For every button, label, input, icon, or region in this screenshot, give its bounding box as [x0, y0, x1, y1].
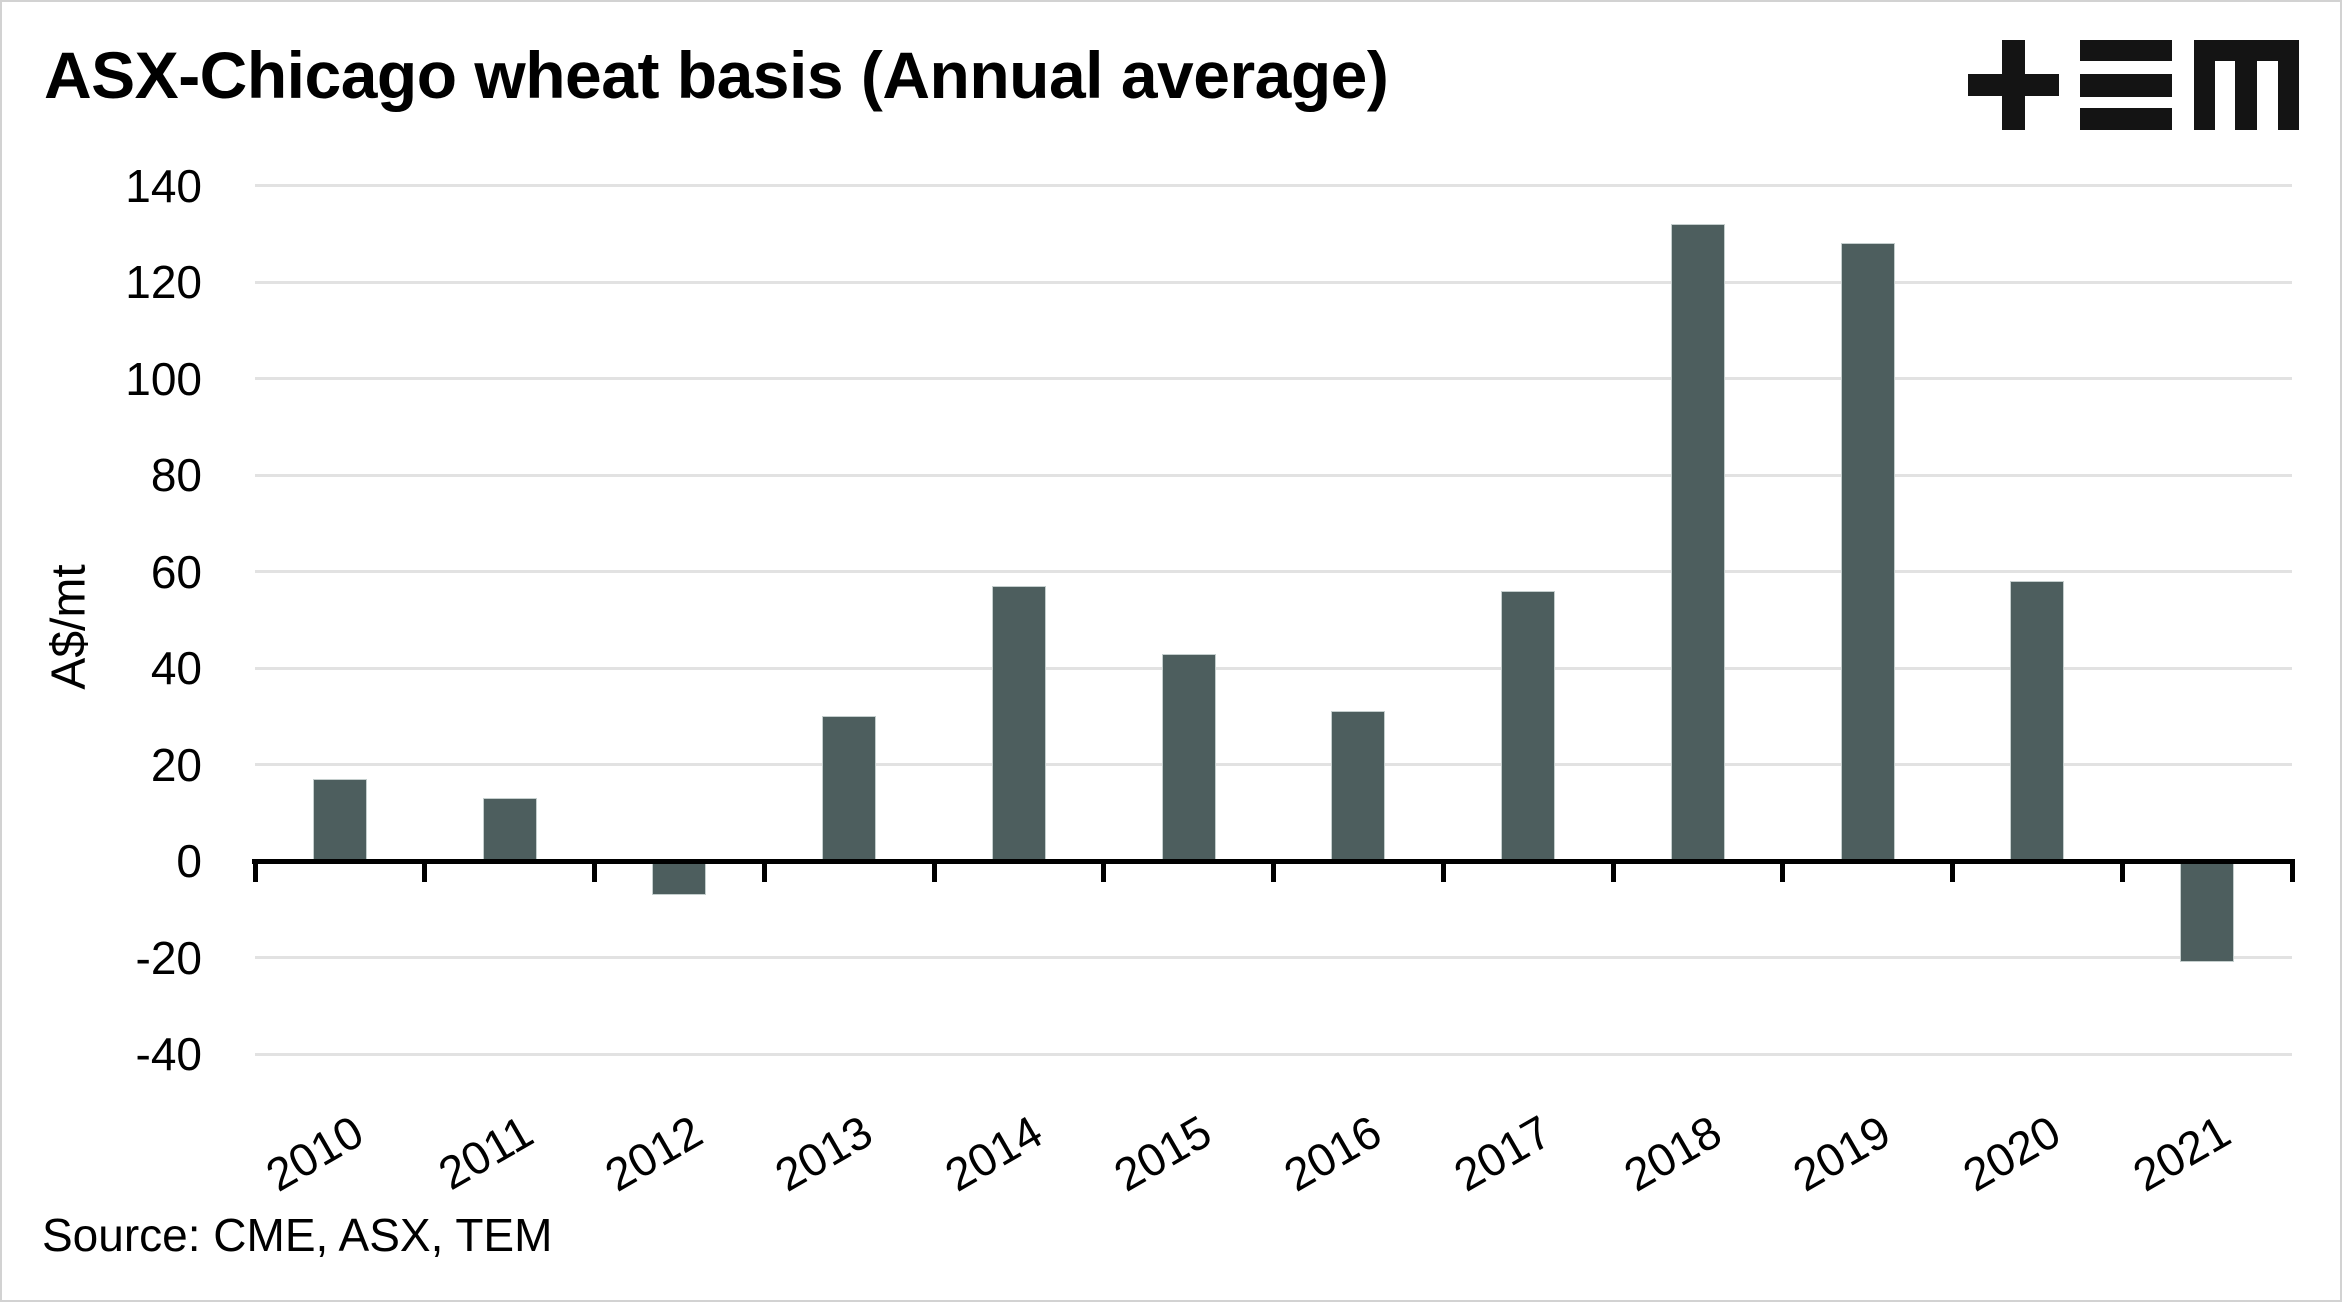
x-axis-tick — [1610, 858, 1616, 882]
x-axis-tick — [1950, 858, 1955, 882]
y-tick-label-100: 100 — [125, 352, 202, 405]
y-axis-title: A$/mt — [42, 564, 96, 690]
x-axis-tick — [761, 858, 767, 882]
gridline--20 — [255, 956, 2292, 959]
y-tick-label-60: 60 — [150, 545, 202, 598]
x-tick-label-2013: 2013 — [765, 1105, 881, 1202]
x-tick-label-2015: 2015 — [1105, 1105, 1221, 1202]
bar-2013 — [822, 716, 877, 861]
y-tick-label-120: 120 — [125, 256, 202, 308]
bar-2012 — [652, 861, 707, 895]
x-axis-tick — [1101, 858, 1107, 882]
x-axis-tick — [252, 858, 258, 882]
bar-2020 — [2010, 581, 2065, 861]
bar-2016 — [1331, 711, 1386, 861]
y-tick-label-20: 20 — [150, 738, 202, 791]
bar-2014 — [991, 585, 1046, 861]
bar-2018 — [1670, 224, 1725, 861]
source-note: Source: CME, ASX, TEM — [42, 1209, 553, 1261]
x-axis-tick — [1780, 858, 1786, 882]
y-tick-label-40: 40 — [150, 642, 202, 694]
x-tick-label-2014: 2014 — [935, 1105, 1051, 1202]
bar-2017 — [1501, 590, 1556, 861]
gridline-20 — [255, 763, 2292, 766]
y-tick-label-80: 80 — [150, 449, 202, 501]
x-tick-label-2012: 2012 — [596, 1105, 711, 1202]
gridline--40 — [255, 1052, 2292, 1056]
x-axis-tick — [931, 858, 937, 882]
x-axis-tick — [2289, 858, 2295, 882]
bar-2015 — [1161, 653, 1216, 861]
gridline-40 — [255, 666, 2292, 670]
gridline-100 — [255, 377, 2292, 380]
y-tick-label-140: 140 — [125, 159, 202, 212]
plus-icon — [1968, 40, 2059, 130]
x-tick-label-2010: 2010 — [256, 1105, 372, 1202]
x-tick-label-2019: 2019 — [1784, 1105, 1900, 1202]
bar-2021 — [2180, 861, 2235, 963]
m-glyph-icon — [2194, 40, 2299, 130]
chart-title: ASX-Chicago wheat basis (Annual average) — [44, 38, 1389, 112]
x-tick-label-2018: 2018 — [1614, 1105, 1730, 1202]
y-tick-label--20: -20 — [135, 931, 202, 984]
x-axis-line — [252, 858, 2295, 864]
x-tick-label-2017: 2017 — [1444, 1105, 1560, 1202]
x-axis-tick — [592, 858, 597, 882]
x-tick-label-2020: 2020 — [1954, 1105, 2069, 1202]
y-tick-label-0: 0 — [176, 835, 202, 887]
x-tick-label-2011: 2011 — [429, 1105, 542, 1200]
bar-2019 — [1840, 243, 1895, 861]
bar-2011 — [482, 798, 537, 861]
gridline-120 — [255, 280, 2292, 284]
bar-2010 — [312, 778, 367, 861]
gridline-140 — [255, 184, 2292, 187]
y-tick-label--40: -40 — [135, 1028, 202, 1080]
x-tick-label-2021: 2021 — [2123, 1105, 2239, 1202]
gridline-80 — [255, 473, 2292, 477]
x-tick-label-2016: 2016 — [1275, 1105, 1390, 1202]
gridline-60 — [255, 570, 2292, 573]
x-axis-tick — [1440, 858, 1446, 882]
x-axis-tick — [1271, 858, 1276, 882]
triple-bar-icon — [2080, 40, 2172, 130]
x-axis-tick — [422, 858, 428, 882]
x-axis-tick — [2119, 858, 2125, 882]
tem-logo — [1968, 40, 2299, 130]
